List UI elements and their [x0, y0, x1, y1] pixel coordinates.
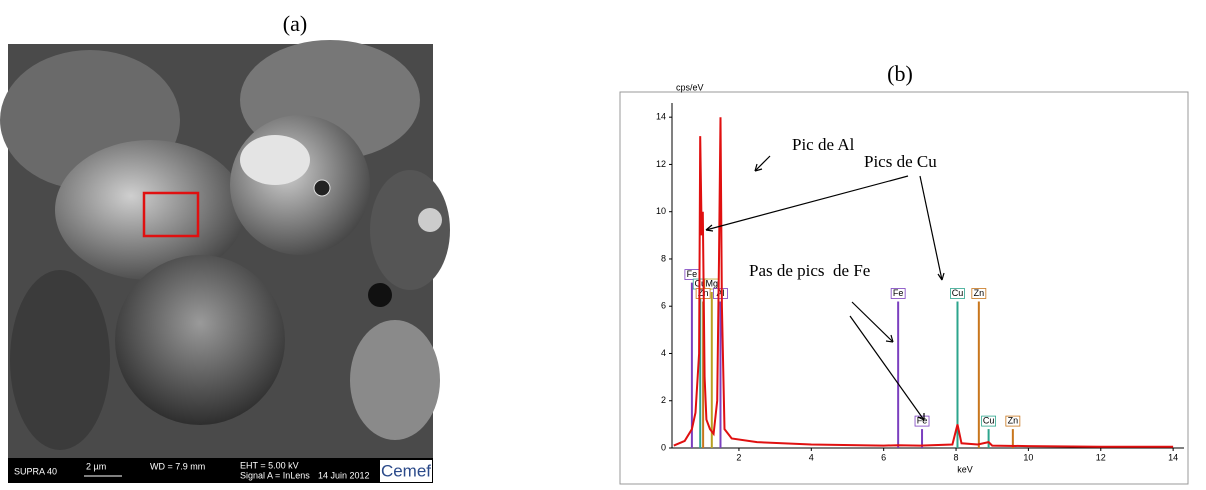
logo: Cemef [381, 461, 431, 480]
element-label-box [1005, 415, 1021, 427]
x-tick-label: 2 [736, 452, 741, 462]
element-label: Cu [952, 288, 964, 298]
annotation-arrows [705, 155, 945, 421]
element-label: Zn [974, 288, 985, 298]
footer-text: SUPRA 40 [14, 466, 57, 476]
x-tick-label: 8 [954, 452, 959, 462]
annotation: Pas de pics de Fe [749, 261, 870, 280]
x-tick-label: 10 [1023, 452, 1033, 462]
y-tick-label: 12 [656, 159, 666, 169]
x-tick-label: 6 [881, 452, 886, 462]
y-tick-label: 14 [656, 112, 666, 122]
element-label: Al [716, 288, 724, 298]
element-label-box [890, 288, 906, 299]
element-label-box [914, 415, 930, 427]
x-tick-label: 12 [1096, 452, 1106, 462]
footer-text: EHT = 5.00 kV [240, 460, 299, 470]
element-label: Fe [893, 288, 904, 298]
y-tick-label: 8 [661, 253, 666, 263]
panel-label: (b) [887, 61, 913, 86]
axis-label: cps/eV [676, 82, 704, 92]
element-label-box [950, 288, 965, 299]
y-tick-label: 10 [656, 206, 666, 216]
axis-label: keV [957, 464, 973, 474]
annotation: Pic de Al [792, 135, 855, 154]
footer-text: WD = 7.9 mm [150, 461, 205, 471]
footer-text: 14 Juin 2012 [318, 470, 370, 480]
y-tick-label: 4 [661, 348, 666, 358]
element-label: Cu [983, 415, 995, 425]
element-label-box [981, 415, 997, 427]
sem-image [0, 40, 450, 483]
element-label-box [971, 288, 987, 299]
annotation: Pics de Cu [864, 152, 937, 171]
y-tick-label: 6 [661, 301, 666, 311]
spectrum [673, 117, 1174, 448]
y-tick-label: 0 [661, 442, 666, 452]
element-label-box [713, 288, 728, 299]
y-tick-label: 2 [661, 395, 666, 405]
x-tick-label: 14 [1168, 452, 1178, 462]
element-label: Mg [706, 278, 719, 288]
footer-text: 2 µm [86, 461, 106, 471]
element-label: Zn [1008, 415, 1019, 425]
panel-label: (a) [283, 11, 307, 36]
element-label: Fe [917, 415, 928, 425]
element-label: Fe [687, 269, 698, 279]
footer-text: Signal A = InLens [240, 470, 310, 480]
x-tick-label: 4 [809, 452, 814, 462]
